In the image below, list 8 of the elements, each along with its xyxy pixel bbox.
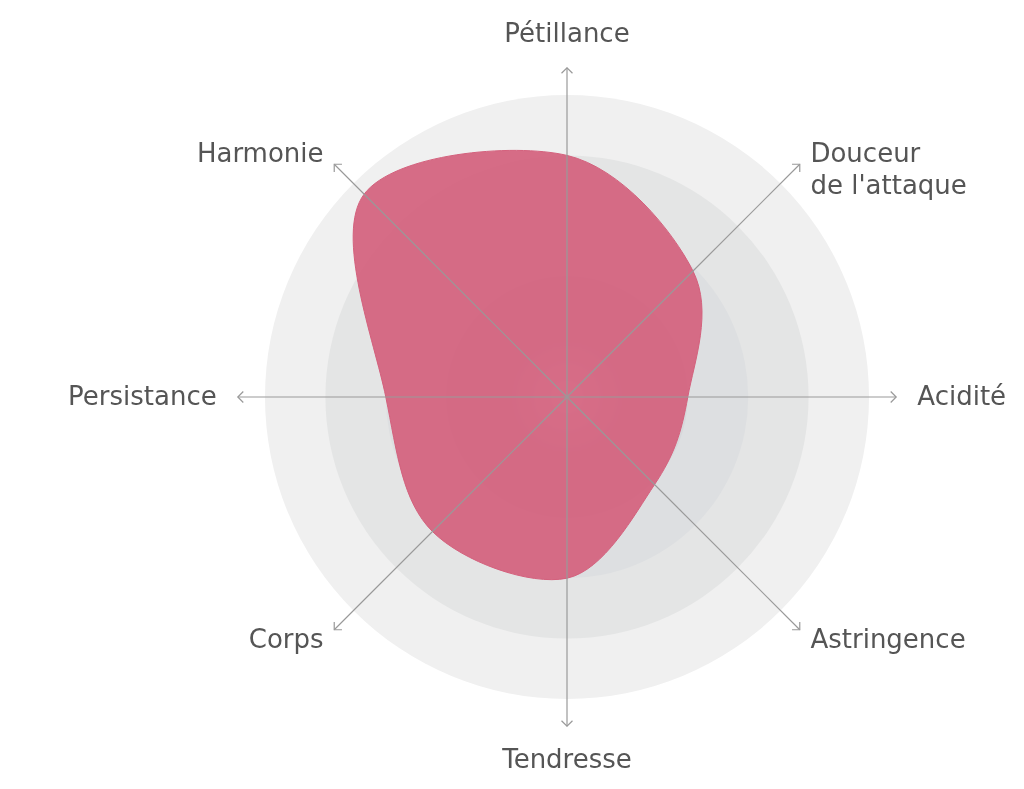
spoke-label: Corps	[248, 624, 324, 655]
spoke-label: Acidité	[917, 381, 1007, 411]
spoke-label: Astringence	[810, 624, 966, 655]
spoke-label: Harmonie	[196, 137, 324, 168]
spoke-label: Douceur de l'attaque	[810, 137, 967, 200]
spoke-label: Persistance	[68, 381, 217, 411]
spoke-label: Pétillance	[504, 17, 630, 48]
spoke-label: Tendresse	[501, 744, 632, 775]
